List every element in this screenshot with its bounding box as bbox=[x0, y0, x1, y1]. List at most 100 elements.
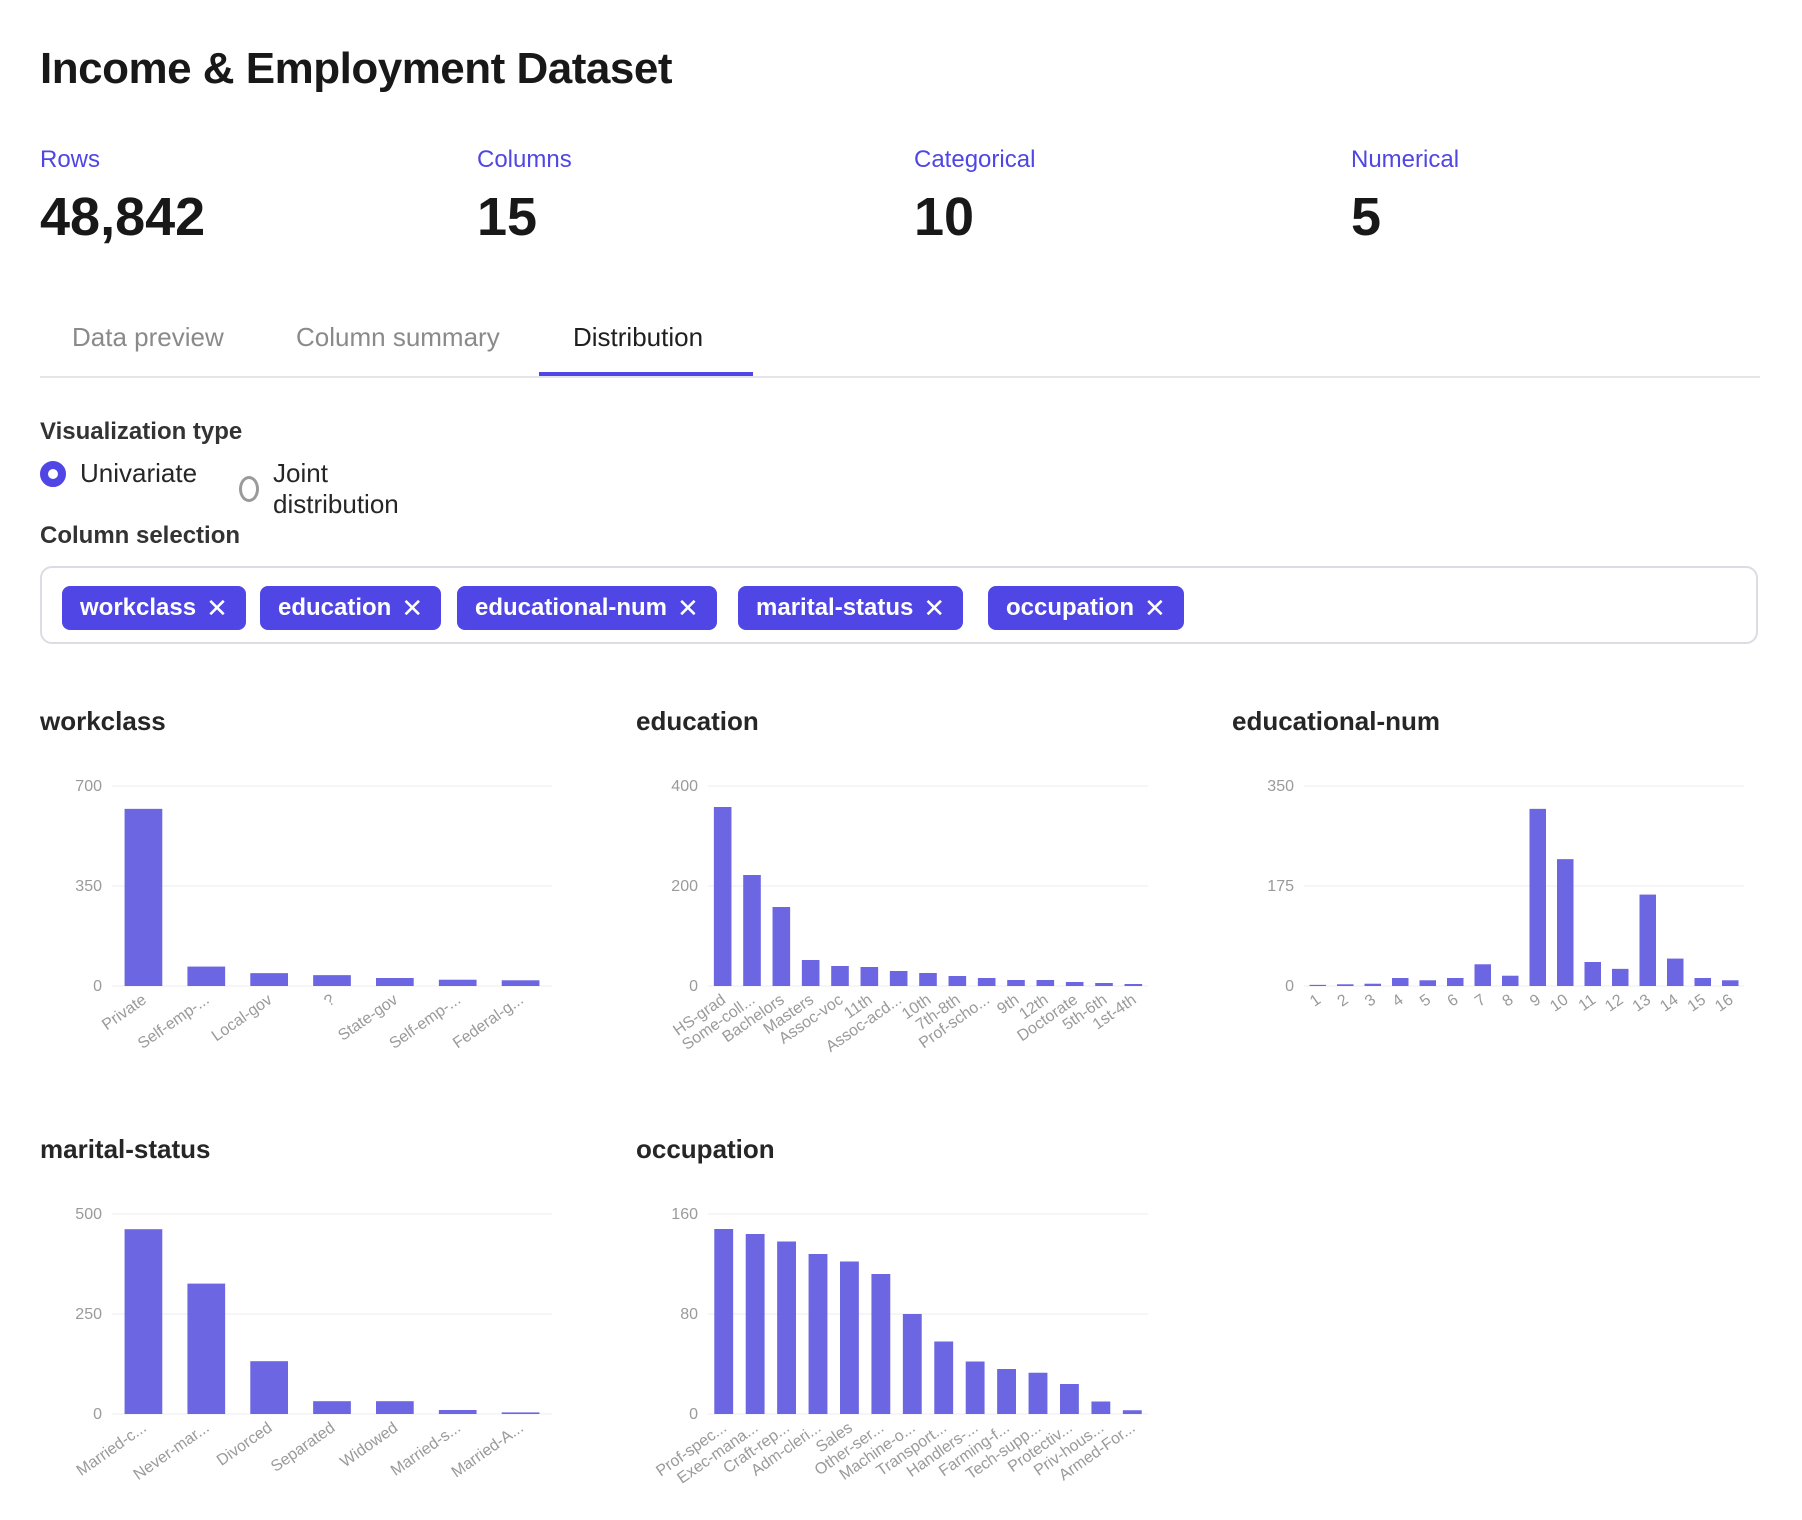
chip-label: workclass bbox=[80, 594, 197, 621]
bar bbox=[831, 966, 849, 986]
bar bbox=[1065, 982, 1084, 986]
x-tick-label: Self-emp-... bbox=[135, 991, 212, 1052]
radio-joint-distribution[interactable]: Joint distribution bbox=[239, 458, 405, 520]
bar bbox=[124, 808, 163, 986]
close-icon[interactable]: ✕ bbox=[677, 592, 699, 623]
bar bbox=[934, 1341, 954, 1414]
bar bbox=[871, 1274, 891, 1414]
visualization-type-label: Visualization type bbox=[40, 418, 243, 445]
y-tick-label: 400 bbox=[671, 778, 698, 795]
bar bbox=[977, 978, 996, 986]
bar bbox=[1364, 983, 1381, 986]
stat-categorical: Categorical 10 bbox=[914, 146, 1035, 248]
x-tick-label: 14 bbox=[1657, 991, 1681, 1015]
bar bbox=[948, 976, 967, 986]
stats-row: Rows 48,842 Columns 15 Categorical 10 Nu… bbox=[40, 146, 1760, 256]
column-multiselect[interactable]: workclass ✕ education ✕ educational-num … bbox=[40, 566, 1758, 644]
bar bbox=[919, 973, 937, 986]
tab-column-summary[interactable]: Column summary bbox=[296, 322, 500, 352]
chart-svg: 0200400HS-gradSome-coll...BachelorsMaste… bbox=[670, 778, 1148, 1056]
y-tick-label: 500 bbox=[75, 1206, 102, 1223]
bar bbox=[1502, 975, 1519, 986]
bar bbox=[313, 1401, 351, 1414]
close-icon[interactable]: ✕ bbox=[401, 592, 424, 623]
bar bbox=[124, 1229, 163, 1414]
y-tick-label: 0 bbox=[93, 1406, 102, 1423]
x-tick-label: 13 bbox=[1630, 991, 1654, 1015]
bar bbox=[1028, 1372, 1048, 1414]
stat-label: Columns bbox=[477, 146, 572, 173]
y-tick-label: 250 bbox=[75, 1306, 102, 1323]
bar bbox=[808, 1254, 828, 1414]
page-title: Income & Employment Dataset bbox=[40, 44, 673, 93]
bar bbox=[1060, 1384, 1079, 1414]
bar bbox=[1309, 984, 1326, 986]
bar bbox=[745, 1234, 765, 1414]
stat-label: Rows bbox=[40, 146, 101, 173]
bar bbox=[1722, 980, 1739, 986]
x-tick-label: ? bbox=[321, 991, 338, 1010]
y-tick-label: 350 bbox=[75, 878, 102, 895]
chart-education: education 0 200 400 HS-grad Some-coll... Bach… bbox=[636, 706, 1196, 1086]
x-tick-label: 7 bbox=[1472, 991, 1489, 1010]
stat-numerical: Numerical 5 bbox=[1351, 146, 1459, 248]
x-tick-label: 15 bbox=[1685, 991, 1709, 1015]
radio-univariate[interactable]: Univariate bbox=[40, 458, 197, 489]
chart-title: occupation bbox=[636, 1134, 775, 1164]
stat-value: 15 bbox=[477, 187, 538, 247]
y-tick-label: 80 bbox=[680, 1306, 698, 1323]
close-icon[interactable]: ✕ bbox=[206, 592, 228, 623]
x-tick-label: 1 bbox=[1307, 991, 1324, 1010]
x-tick-label: Divorced bbox=[214, 1419, 275, 1469]
x-tick-label: 6 bbox=[1444, 991, 1461, 1010]
x-tick-label: Separated bbox=[268, 1419, 338, 1475]
x-tick-label: 12 bbox=[1602, 991, 1626, 1015]
x-tick-label: 9 bbox=[1527, 991, 1544, 1010]
bar bbox=[501, 1412, 540, 1414]
bar bbox=[376, 978, 414, 986]
y-tick-label: 0 bbox=[93, 978, 102, 995]
x-tick-label: 11 bbox=[1576, 991, 1599, 1015]
chip-occupation[interactable]: occupation ✕ bbox=[988, 586, 1184, 630]
bar bbox=[1529, 808, 1546, 986]
x-tick-label: 2 bbox=[1334, 991, 1351, 1010]
chart-title: educational-num bbox=[1232, 706, 1441, 736]
x-tick-label: 8 bbox=[1499, 991, 1516, 1010]
chip-marital-status[interactable]: marital-status ✕ bbox=[738, 586, 964, 630]
bar bbox=[801, 960, 820, 986]
radio-label: Joint distribution bbox=[273, 458, 399, 519]
chip-workclass[interactable]: workclass ✕ bbox=[62, 586, 246, 630]
y-tick-label: 350 bbox=[1267, 778, 1294, 795]
x-tick-label: 5 bbox=[1417, 991, 1434, 1010]
chart-occupation: occupation 0 80 160 Prof-spec... Exec-mana..… bbox=[636, 1134, 1196, 1514]
bar bbox=[187, 1283, 226, 1414]
x-tick-label: 9th bbox=[994, 991, 1022, 1018]
stat-value: 48,842 bbox=[40, 187, 206, 247]
bar bbox=[1419, 980, 1436, 986]
bar bbox=[965, 1361, 985, 1414]
bar bbox=[376, 1401, 414, 1414]
bar bbox=[1557, 859, 1574, 986]
tab-data-preview[interactable]: Data preview bbox=[72, 322, 224, 352]
chip-label: marital-status bbox=[756, 594, 914, 621]
radio-unselected-icon bbox=[239, 476, 260, 502]
chip-education[interactable]: education ✕ bbox=[260, 586, 442, 630]
bar bbox=[438, 979, 477, 986]
tab-distribution[interactable]: Distribution bbox=[573, 322, 704, 352]
x-tick-label: Self-emp-... bbox=[387, 991, 464, 1052]
active-tab-indicator bbox=[539, 372, 753, 376]
bar bbox=[438, 1410, 477, 1414]
chip-educational-num[interactable]: educational-num ✕ bbox=[457, 586, 717, 630]
close-icon[interactable]: ✕ bbox=[923, 592, 946, 623]
x-tick-label: 3 bbox=[1362, 991, 1379, 1010]
close-icon[interactable]: ✕ bbox=[1144, 592, 1166, 623]
y-tick-label: 0 bbox=[689, 978, 698, 995]
bar bbox=[1091, 1401, 1111, 1414]
chart-workclass: workclass 0 350 700 Private Self-emp-... Loca… bbox=[40, 706, 600, 1086]
bar bbox=[250, 973, 288, 986]
column-selection-label: Column selection bbox=[40, 522, 241, 549]
